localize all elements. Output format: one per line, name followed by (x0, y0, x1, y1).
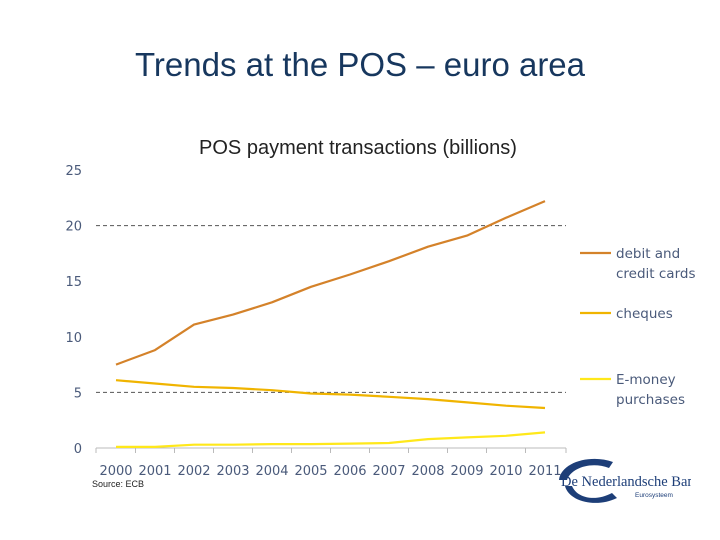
source-note: Source: ECB (92, 479, 145, 489)
gridlines (96, 225, 566, 393)
x-axis-ticks: 2000 2001 2002 2003 2004 2005 2006 2007 2008 2009… (99, 464, 561, 479)
logo-arc-bottom (565, 486, 617, 503)
y-tick-label: 0 (74, 442, 82, 457)
x-tick-label: 2007 (372, 464, 405, 479)
legend-label: cheques (616, 306, 673, 322)
logo-arc-top (559, 458, 613, 480)
x-tick-label: 2002 (177, 464, 210, 479)
y-tick-label: 15 (65, 275, 82, 290)
x-tick-label: 2001 (138, 464, 171, 479)
x-tick-label: 2004 (255, 464, 288, 479)
y-tick-label: 10 (65, 331, 82, 346)
x-tick-label: 2003 (216, 464, 249, 479)
x-tick-label: 2005 (294, 464, 327, 479)
legend-label: E-money (616, 372, 676, 388)
series-line (115, 200, 546, 366)
x-tick-label: 2006 (333, 464, 366, 479)
x-axis (95, 447, 567, 453)
chart-title: POS payment transactions (billions) (199, 137, 517, 159)
legend-label: debit and (616, 246, 680, 262)
legend: debit and credit cards cheques E-money purch… (580, 246, 696, 408)
series-line (116, 431, 546, 448)
y-axis-ticks: 0 5 10 15 20 25 (65, 164, 82, 457)
y-tick-label: 25 (65, 164, 82, 179)
x-tick-label: 2008 (411, 464, 444, 479)
logo-subtitle: Eurosysteem (635, 492, 673, 499)
x-tick-label: 2009 (450, 464, 483, 479)
y-tick-label: 5 (74, 386, 82, 401)
dnb-logo: De Nederlandsche Bank Eurosysteem (559, 458, 691, 503)
series-line (115, 379, 546, 410)
y-tick-label: 20 (65, 220, 82, 235)
x-tick-label: 2011 (528, 464, 561, 479)
x-tick-label: 2010 (489, 464, 522, 479)
logo-name: De Nederlandsche Bank (561, 474, 691, 490)
slide-title: Trends at the POS – euro area (134, 46, 586, 83)
legend-label: credit cards (616, 266, 696, 282)
series-lines (115, 200, 546, 448)
x-tick-label: 2000 (99, 464, 132, 479)
legend-label: purchases (616, 392, 685, 408)
